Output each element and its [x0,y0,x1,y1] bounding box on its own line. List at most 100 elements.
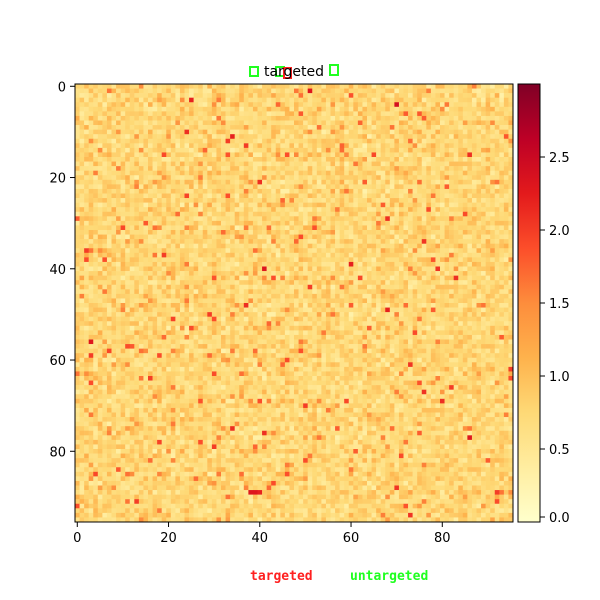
heatmap-cell [207,303,213,308]
heatmap-cell [225,307,231,313]
heatmap-cell [385,243,391,249]
heatmap-cell [93,225,99,231]
heatmap-cell [202,179,208,185]
heatmap-cell [161,134,167,140]
heatmap-cell [125,175,131,181]
heatmap-cell [239,280,245,286]
heatmap-cell [344,93,350,98]
heatmap-cell [417,93,423,98]
heatmap-cell [289,266,295,272]
heatmap-cell [344,316,350,322]
heatmap-cell [335,84,340,89]
heatmap-cell [202,234,208,240]
heatmap-cell [170,284,176,290]
heatmap-cell [335,161,340,167]
heatmap-cell [111,143,117,149]
heatmap-cell [106,125,112,130]
heatmap-cell [453,106,459,112]
heatmap-cell [93,266,99,272]
heatmap-cell [312,275,318,281]
heatmap-cell [216,211,222,217]
heatmap-cell [403,93,409,98]
heatmap-cell [225,84,231,89]
heatmap-cell [193,129,199,135]
heatmap-cell [93,138,99,144]
heatmap-cell [335,289,340,295]
heatmap-cell [330,179,336,185]
heatmap-cell [234,216,240,222]
heatmap-cell [499,138,505,144]
heatmap-cell [252,198,258,203]
heatmap-cell [102,170,108,176]
heatmap-cell [412,207,418,213]
heatmap-cell [225,102,231,108]
heatmap-cell [262,216,267,222]
heatmap-cell [234,125,240,130]
heatmap-cell [193,261,199,267]
heatmap-cell [503,207,509,213]
heatmap-cell [280,275,286,281]
heatmap-cell [193,147,199,153]
heatmap-cell [435,102,441,108]
heatmap-cell [362,175,368,181]
heatmap-cell [175,207,181,213]
heatmap-cell [394,266,400,272]
heatmap-cell [371,134,377,140]
heatmap-cell [102,166,108,171]
heatmap-cell [462,129,468,135]
heatmap-cell [120,184,126,190]
heatmap-cell [106,157,112,162]
heatmap-cell [230,84,235,89]
heatmap-cell [408,216,413,222]
heatmap-cell [339,280,345,286]
heatmap-cell [134,303,140,308]
heatmap-cell [111,188,117,194]
heatmap-cell [353,93,359,98]
heatmap-cell [134,280,140,286]
heatmap-cell [284,198,290,203]
heatmap-cell [421,271,427,276]
heatmap-cell [161,261,167,267]
heatmap-cell [207,293,213,299]
heatmap-cell [385,84,391,89]
heatmap-cell [243,266,249,272]
heatmap-cell [198,243,204,249]
heatmap-cell [88,289,94,295]
heatmap-cell [430,307,436,313]
heatmap-cell [412,170,418,176]
heatmap-cell [175,88,181,94]
heatmap-cell [102,157,108,162]
heatmap-cell [462,166,468,171]
heatmap-cell [143,93,149,98]
heatmap-cell [417,157,423,162]
heatmap-cell [157,303,162,308]
heatmap-cell [211,248,217,254]
heatmap-cell [143,161,149,167]
heatmap-cell [398,248,404,254]
heatmap-cell [408,170,413,176]
heatmap-cell [376,257,381,263]
heatmap-cell [435,93,441,98]
heatmap-cell [88,166,94,171]
heatmap-cell [252,88,258,94]
heatmap-cell [157,106,162,112]
heatmap-cell [271,161,277,167]
heatmap-cell [335,316,340,322]
heatmap-cell [134,147,140,153]
heatmap-cell [312,97,318,103]
heatmap-cell [134,207,140,213]
heatmap-cell [325,243,331,249]
heatmap-cell [357,293,363,299]
heatmap-cell [398,157,404,162]
heatmap-cell [275,293,281,299]
heatmap-cell [289,284,295,290]
heatmap-cell [97,257,103,263]
heatmap-cell [202,157,208,162]
heatmap-cell [88,125,94,130]
heatmap-cell [303,312,308,317]
heatmap-cell [93,157,99,162]
heatmap-cell [403,97,409,103]
heatmap-cell [84,152,89,158]
heatmap-cell [303,97,308,103]
heatmap-cell [243,243,249,249]
